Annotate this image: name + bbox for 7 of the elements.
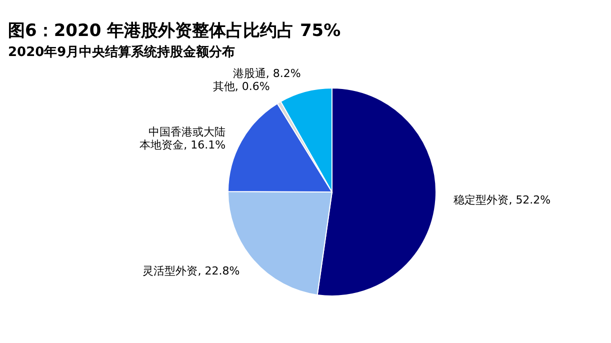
slice-label: 灵活型外资, 22.8%: [142, 264, 240, 278]
chart-title: 图6：2020 年港股外资整体占比约占 75%: [8, 21, 341, 42]
chart-subtitle: 2020年9月中央结算系统持股金额分布: [8, 44, 236, 60]
slice-label: 其他, 0.6%: [212, 80, 270, 94]
slice-label: 港股通, 8.2%: [232, 67, 301, 80]
slice-label: 稳定型外资, 52.2%: [454, 194, 551, 207]
slice-label: 中国香港或大陆本地资金, 16.1%: [140, 125, 226, 152]
